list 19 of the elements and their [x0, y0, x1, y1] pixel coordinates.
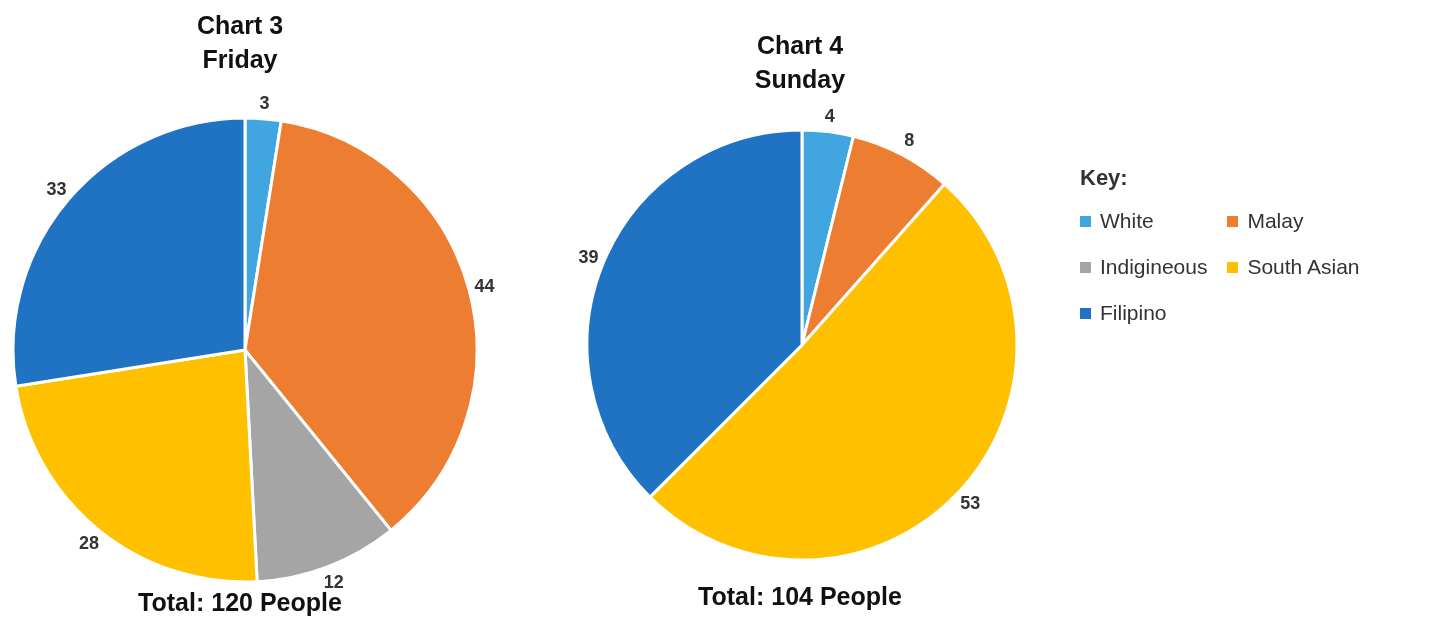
chart-title: Chart 4	[755, 30, 845, 61]
legend-label: White	[1100, 209, 1154, 233]
data-label: 33	[46, 178, 67, 199]
legend-label: Filipino	[1100, 301, 1167, 325]
legend-label: Malay	[1247, 209, 1304, 233]
legend-title: Key:	[1080, 165, 1129, 191]
data-label: 8	[904, 130, 915, 151]
data-label: 39	[578, 246, 599, 267]
data-label: 44	[474, 275, 495, 296]
chart-title: Chart 3	[195, 10, 285, 41]
text: Total: 104 People	[697, 582, 903, 611]
data-label: 3	[259, 92, 270, 113]
data-label: 53	[960, 493, 981, 514]
legend-label: Indigineous	[1100, 255, 1208, 279]
chart-subtitle: Sunday	[753, 64, 847, 95]
data-label: 28	[78, 532, 99, 553]
data-label: 4	[824, 105, 835, 126]
chart-subtitle: Friday	[201, 44, 279, 75]
legend-label: South Asian	[1247, 255, 1360, 279]
